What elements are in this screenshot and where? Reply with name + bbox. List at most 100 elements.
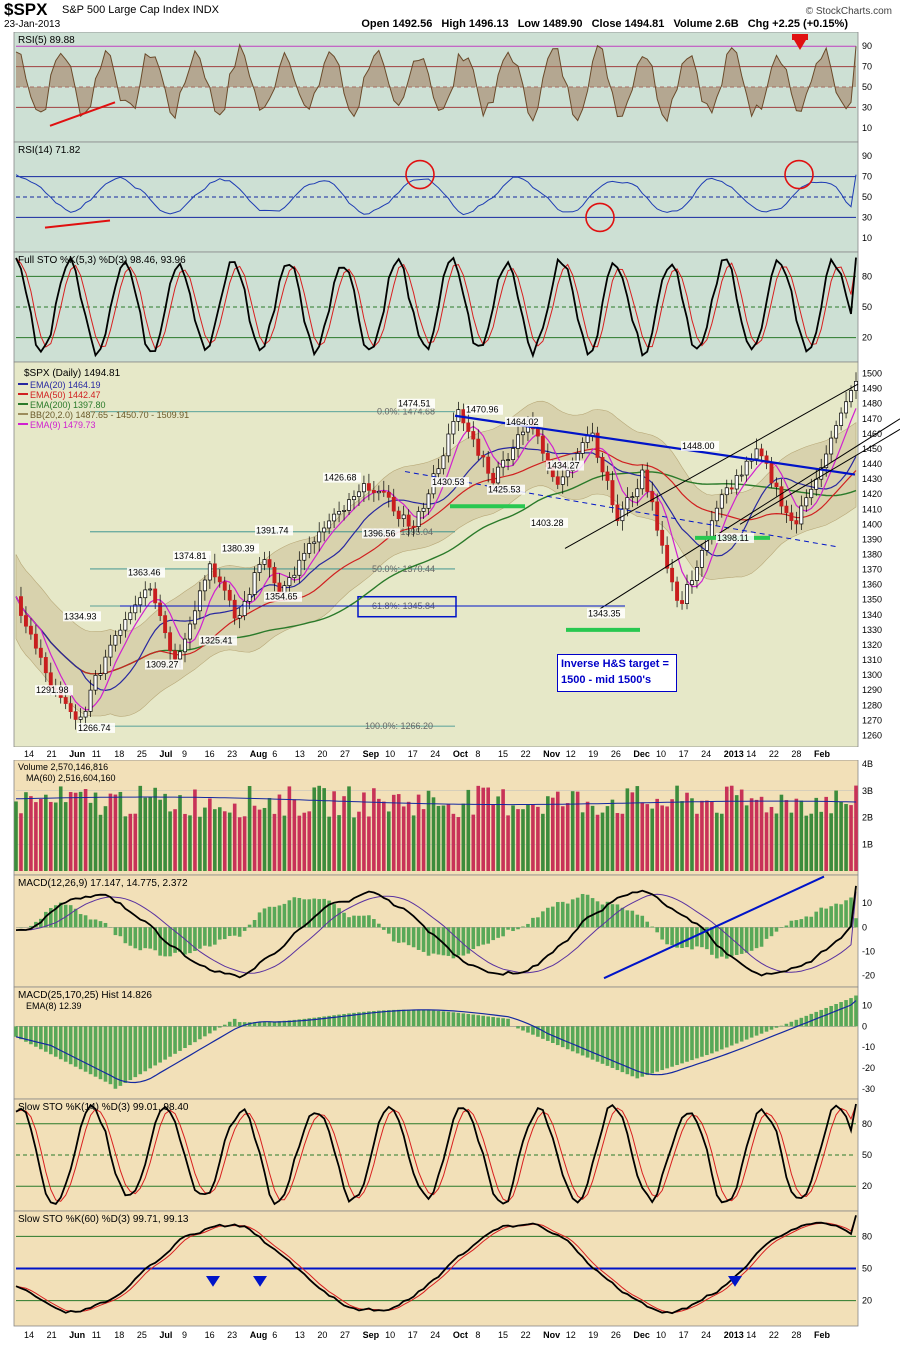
macd2-hist-bar [471, 1014, 476, 1027]
volume-bar [53, 802, 58, 871]
macd1-hist-bar [252, 920, 257, 928]
macd1-hist-bar [68, 905, 73, 928]
macd2-tick-2: -10 [862, 1042, 875, 1052]
slowsto60-k-line [15, 1215, 857, 1315]
time-axis-top-label-21: 15 [498, 749, 508, 759]
time-axis-top-label-35: Feb [814, 749, 831, 759]
macd2-hist-bar [496, 1017, 500, 1027]
price-candle [516, 434, 520, 449]
price-label-12: 1380.39 [222, 543, 255, 553]
price-candle [138, 597, 143, 606]
macd2-hist-bar [386, 1010, 391, 1027]
slowsto14-d-line [15, 1104, 857, 1203]
macd2-hist-bar [163, 1026, 167, 1060]
price-candle [38, 647, 43, 658]
time-axis-bottom-label-22: 22 [521, 1330, 531, 1340]
rsi5-tick-0: 90 [862, 41, 872, 51]
volume-bar [610, 799, 615, 871]
macd1-hist-bar [739, 927, 744, 954]
price-tick-14: 1360 [862, 580, 882, 590]
macd1-hist-bar [794, 920, 799, 928]
macd1-title: MACD(12,26,9) 17.147, 14.775, 2.372 [18, 878, 188, 889]
volume-bar [63, 802, 68, 871]
slowsto14-title: Slow STO %K(14) %D(3) 99.01, 98.40 [18, 1102, 189, 1113]
time-axis-top-label-30: 24 [701, 749, 711, 759]
time-axis-top-label-15: Sep [363, 749, 380, 759]
target-annotation: Inverse H&S target = 1500 - mid 1500's [557, 654, 677, 692]
macd1-hist-bar [754, 927, 759, 949]
time-axis-bottom-label-26: 26 [611, 1330, 621, 1340]
macd2-hist-bar [367, 1011, 371, 1027]
index-full-name: S&P 500 Large Cap Index [62, 4, 190, 16]
price-candle [143, 589, 148, 599]
volume-bar [29, 796, 33, 871]
macd1-hist-bar [58, 902, 63, 928]
macd2-hist-bar [406, 1009, 411, 1027]
slowsto14-tick-1: 50 [862, 1150, 872, 1160]
macd2-hist-bar [118, 1026, 123, 1086]
volume-bar [39, 798, 43, 871]
open-value: Open 1492.56 [361, 18, 433, 30]
time-axis-bottom-label-35: Feb [814, 1330, 831, 1340]
price-candle [426, 493, 431, 509]
volume-bar [486, 787, 490, 871]
macd1-hist-bar [213, 927, 217, 945]
macd2-hist-bar [34, 1026, 38, 1047]
price-candle [73, 711, 78, 720]
rsi14-circle-sep [405, 159, 435, 190]
price-candle [709, 520, 714, 539]
volume-bar [481, 787, 486, 871]
price-candle [212, 563, 217, 578]
price-candle [665, 544, 670, 569]
macd1-hist-bar [655, 927, 659, 933]
volume-bar [193, 789, 197, 871]
price-label-bg-1 [465, 404, 503, 415]
volume-bar [58, 786, 63, 871]
macd2-hist-bar [39, 1026, 43, 1050]
volume-tick-3: 1B [862, 839, 873, 849]
macd1-hist-bar [237, 927, 242, 937]
macd2-hist-bar [337, 1014, 341, 1027]
price-candle [347, 499, 351, 511]
price-label-bg-11 [255, 525, 293, 536]
volume-bar [173, 809, 177, 871]
macd2-hist-bar [48, 1026, 53, 1055]
macd2-hist-bar [108, 1026, 113, 1085]
macd2-hist-bar [650, 1026, 655, 1074]
macd2-hist-bar [834, 1004, 838, 1027]
price-label-bg-14 [127, 567, 165, 578]
volume-bar [362, 792, 366, 871]
macd2-hist-bar [382, 1010, 386, 1027]
macd2-hist-bar [217, 1026, 222, 1028]
price-candle [560, 476, 565, 485]
macd1-hist-bar [103, 922, 108, 928]
price-tick-11: 1390 [862, 534, 882, 544]
macd1-hist-bar [222, 927, 227, 940]
time-axis-top-label-26: 26 [611, 749, 621, 759]
macd2-hist-bar [600, 1026, 605, 1064]
time-axis-bottom-label-14: 27 [340, 1330, 350, 1340]
time-axis-top-label-13: 20 [317, 749, 327, 759]
slowsto60-up-arrow-icon-1 [253, 1275, 267, 1287]
slowsto14-tick-2: 20 [862, 1181, 872, 1191]
volume-bar [382, 801, 386, 871]
price-label-10: 1396.56 [363, 528, 396, 538]
volume-bar [307, 811, 312, 871]
volume-bar [332, 791, 336, 871]
macd2-hist-bar [98, 1026, 103, 1080]
macd2-hist-bar [481, 1015, 486, 1027]
macd1-hist-bar [183, 927, 187, 955]
macd2-hist-bar [168, 1026, 172, 1057]
macd1-hist-bar [227, 927, 232, 937]
macd2-tick-3: -20 [862, 1063, 875, 1073]
volume-bar [734, 795, 739, 871]
volume-bar [729, 785, 734, 871]
macd2-hist-bar [605, 1026, 610, 1066]
volume-bar [839, 801, 843, 871]
volume-bar [809, 813, 814, 871]
macd2-hist-bar [143, 1026, 148, 1072]
price-label-bg-16 [587, 608, 625, 619]
price-label-3: 1448.00 [682, 441, 715, 451]
macd2-hist-bar [19, 1026, 23, 1040]
volume-bar [153, 787, 157, 871]
